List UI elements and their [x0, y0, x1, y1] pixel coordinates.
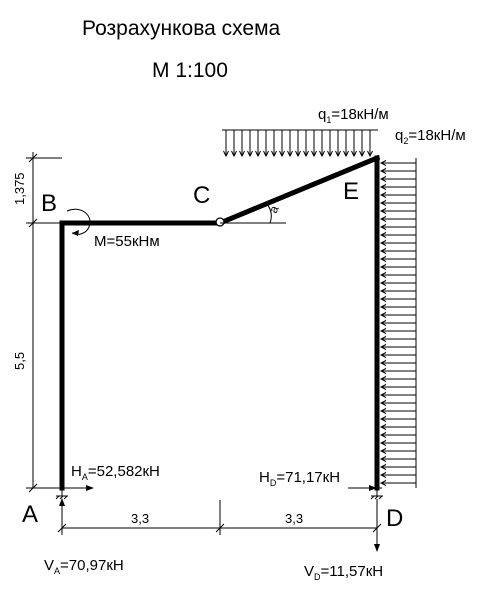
q1-load-arrowhead — [287, 150, 293, 158]
q2-load-arrowhead — [379, 200, 387, 206]
vd-arrowhead — [374, 544, 380, 552]
q2-load-arrowhead — [379, 336, 387, 342]
moment-label: M=55кНм — [94, 233, 160, 250]
q2-load-arrowhead — [379, 344, 387, 350]
ha-arrowhead — [86, 485, 94, 491]
q2-load-arrowhead — [379, 160, 387, 166]
scale-label: М 1:100 — [152, 59, 228, 82]
q1-load-arrowhead — [295, 150, 301, 158]
q2-load-arrowhead — [379, 288, 387, 294]
q2-load-arrowhead — [379, 304, 387, 310]
q2-load-arrowhead — [379, 208, 387, 214]
hinge-c — [215, 217, 225, 227]
q2-load-arrowhead — [379, 408, 387, 414]
q2-load-arrowhead — [379, 192, 387, 198]
q2-load-arrowhead — [379, 480, 387, 486]
q2-load-arrowhead — [379, 168, 387, 174]
q1-load-arrowhead — [223, 150, 229, 158]
q2-load-arrowhead — [379, 176, 387, 182]
q1-load-arrowhead — [255, 150, 261, 158]
scheme-title: Розрахункова схема — [82, 17, 281, 40]
q1-load-arrowhead — [231, 150, 237, 158]
node-d-label: D — [386, 505, 403, 532]
dim-height: 5,5 — [12, 352, 27, 370]
q1-load-arrowhead — [343, 150, 349, 158]
angle-arc — [265, 202, 272, 224]
q2-load-arrowhead — [379, 456, 387, 462]
q1-load-arrowhead — [311, 150, 317, 158]
q2-load-arrowhead — [379, 392, 387, 398]
q2-load-arrowhead — [379, 448, 387, 454]
node-c-label: C — [193, 182, 210, 209]
inclined-rafter-ce — [216, 154, 381, 227]
q2-load-arrowhead — [379, 400, 387, 406]
q2-load-arrowhead — [379, 224, 387, 230]
q1-load-arrowhead — [367, 150, 373, 158]
q2-load-arrowhead — [379, 240, 387, 246]
q2-load-arrowhead — [379, 328, 387, 334]
q1-load-arrowhead — [351, 150, 357, 158]
q1-load-arrowhead — [359, 150, 365, 158]
q1-load-arrowhead — [279, 150, 285, 158]
dim-top-height: 1,375 — [12, 172, 27, 205]
q2-load-arrowhead — [379, 376, 387, 382]
node-b-label: B — [41, 190, 57, 217]
moment-arrowhead — [72, 230, 79, 236]
q1-load-arrowhead — [247, 150, 253, 158]
q2-load-arrowhead — [379, 256, 387, 262]
q2-load-arrowhead — [379, 296, 387, 302]
q2-load-arrowhead — [379, 184, 387, 190]
va-reaction-label: VA=70,97кН — [44, 557, 124, 576]
q2-load-arrowhead — [379, 264, 387, 270]
q1-load-arrowhead — [239, 150, 245, 158]
q2-load-arrowhead — [379, 440, 387, 446]
q2-load-arrowhead — [379, 432, 387, 438]
vd-reaction-label: VD=11,57кН — [304, 563, 383, 582]
horizontal-dimension — [57, 500, 382, 535]
dim-span-right: 3,3 — [285, 511, 303, 526]
q1-load-arrowhead — [263, 150, 269, 158]
q2-load-arrowhead — [379, 248, 387, 254]
q2-load-arrows — [379, 160, 416, 486]
q2-load-arrowhead — [379, 368, 387, 374]
q2-load-arrowhead — [379, 312, 387, 318]
support-a — [55, 487, 68, 500]
q2-load-arrowhead — [379, 464, 387, 470]
q2-load-arrowhead — [379, 472, 387, 478]
ha-reaction-label: HA=52,582кН — [71, 463, 160, 482]
q2-load-arrowhead — [379, 272, 387, 278]
q2-load-arrowhead — [379, 320, 387, 326]
q2-load-arrowhead — [379, 360, 387, 366]
hd-arrowhead — [369, 485, 377, 491]
q2-load-arrowhead — [379, 232, 387, 238]
node-e-label: E — [343, 178, 359, 205]
angle-label: a — [266, 203, 282, 215]
q2-load-label: q2=18кН/м — [395, 127, 466, 146]
frame-column-beam-abc — [59, 220, 223, 491]
hd-reaction-label: HD=71,17кН — [259, 469, 340, 488]
q2-load-arrowhead — [379, 424, 387, 430]
q2-load-arrowhead — [379, 280, 387, 286]
vertical-dimension — [26, 152, 62, 493]
q1-load-arrowhead — [335, 150, 341, 158]
q1-load-arrowhead — [303, 150, 309, 158]
q1-load-arrowhead — [319, 150, 325, 158]
q1-load-arrowhead — [271, 150, 277, 158]
q2-load-arrowhead — [379, 216, 387, 222]
q2-load-arrowhead — [379, 416, 387, 422]
q1-load-label: q1=18кН/м — [318, 106, 389, 125]
q2-load-arrowhead — [379, 384, 387, 390]
node-a-label: A — [22, 501, 38, 528]
q1-load-arrows — [223, 130, 373, 158]
support-d — [370, 487, 383, 500]
q1-load-arrowhead — [327, 150, 333, 158]
dim-span-left: 3,3 — [131, 511, 149, 526]
q2-load-arrowhead — [379, 352, 387, 358]
